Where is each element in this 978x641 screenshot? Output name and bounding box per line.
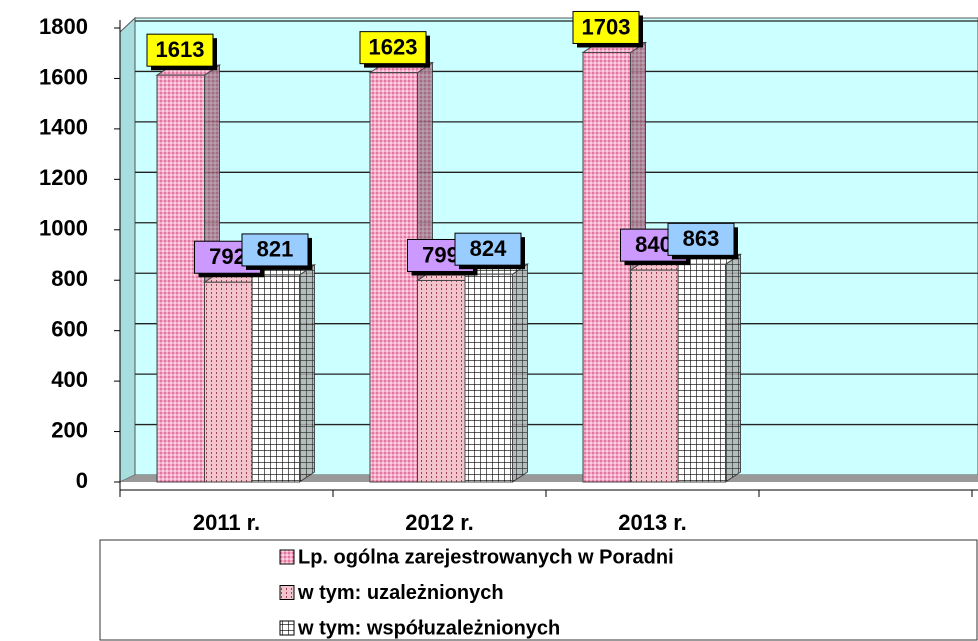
legend-label: w tym: uzależnionych <box>297 582 504 604</box>
x-tick-label: 2012 r. <box>405 510 474 535</box>
x-tick-label: 2011 r. <box>193 510 260 535</box>
x-tick-label: 2013 r. <box>618 510 687 535</box>
data-label-box <box>241 233 309 267</box>
bar <box>417 279 466 483</box>
legend-swatch <box>279 585 295 600</box>
bar <box>369 72 418 483</box>
y-tick-label: 1000 <box>39 216 88 241</box>
bar <box>464 273 513 483</box>
bar-side <box>512 263 528 483</box>
bar-side <box>725 253 741 483</box>
side-wall <box>119 16 136 483</box>
legend-label: w tym: współuzależnionych <box>297 617 560 639</box>
y-tick-label: 600 <box>51 316 88 341</box>
y-tick-label: 1600 <box>39 64 88 89</box>
y-tick-label: 400 <box>51 367 88 392</box>
legend-swatch <box>279 549 295 565</box>
floor <box>120 475 978 482</box>
data-label-box <box>146 33 214 67</box>
bar <box>156 74 205 483</box>
bar <box>582 51 631 483</box>
bar <box>204 281 253 483</box>
data-label: 821 <box>257 237 294 262</box>
data-label-box <box>454 232 522 266</box>
legend-swatch <box>279 620 295 636</box>
legend <box>99 539 978 641</box>
data-label: 1623 <box>369 34 418 59</box>
data-label-box <box>572 10 640 44</box>
bar <box>251 274 300 483</box>
y-tick-label: 1800 <box>39 14 88 39</box>
bar-side <box>299 263 315 483</box>
legend-label: Lp. ogólna zarejestrowanych w Poradni <box>298 546 674 568</box>
data-label: 863 <box>683 226 720 251</box>
data-label-box <box>667 222 735 256</box>
y-tick-label: 1400 <box>39 115 88 140</box>
data-label: 824 <box>470 236 507 261</box>
data-label: 792 <box>209 244 246 269</box>
y-tick-label: 800 <box>51 266 88 291</box>
data-label: 799 <box>422 242 459 267</box>
bar <box>630 269 679 483</box>
data-label: 1703 <box>582 14 631 39</box>
data-label: 1613 <box>156 37 205 62</box>
data-label: 840 <box>635 232 672 257</box>
y-tick-label: 1200 <box>39 165 88 190</box>
data-label-box <box>359 31 427 65</box>
bar <box>677 263 726 483</box>
y-tick-label: 0 <box>76 468 88 493</box>
y-tick-label: 200 <box>51 417 88 442</box>
